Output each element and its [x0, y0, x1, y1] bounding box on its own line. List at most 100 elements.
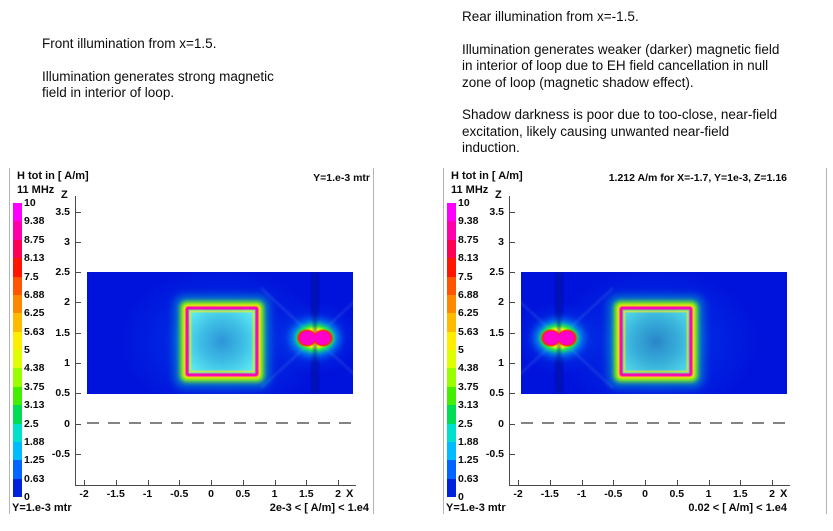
plot-range-note: 0.02 < [ A/m] < 1.e4	[688, 502, 787, 514]
note-front-illumination: Front illumination from x=1.5. Illuminat…	[42, 36, 342, 118]
colorbar-tick-label: 1.88	[24, 435, 45, 448]
colorbar-tick-label: 5.63	[458, 325, 479, 338]
z-tick-label: 3	[64, 236, 70, 248]
x-axis-tick	[306, 480, 308, 485]
x-axis-line	[75, 485, 356, 486]
x-axis-tick	[549, 480, 551, 485]
plot-slice-note: Y=1.e-3 mtr	[446, 502, 506, 514]
plot-annotation: 1.212 A/m for X=-1.7, Y=1e-3, Z=1.16	[608, 172, 787, 184]
colorbar-segment	[13, 221, 22, 240]
x-axis-tick	[518, 480, 519, 485]
colorbar-segment	[13, 203, 22, 222]
plot-annotation: Y=1.e-3 mtr	[313, 172, 370, 184]
colorbar-tick-label: 9.38	[24, 215, 45, 228]
x-tick-label: 0.5	[669, 488, 685, 500]
colorbar-tick-label: 0	[458, 491, 464, 503]
colorbar-tick-label: 0	[24, 491, 30, 503]
colorbar	[447, 203, 456, 497]
z-axis-line	[509, 196, 510, 485]
x-tick-label: -0.5	[604, 488, 623, 500]
colorbar-segment	[447, 203, 456, 222]
colorbar-tick-label: 6.88	[24, 288, 45, 301]
colorbar-segment	[447, 276, 456, 295]
x-tick-label: 1.5	[732, 488, 748, 500]
panel-border-left	[9, 168, 10, 514]
colorbar	[13, 203, 22, 497]
colorbar-tick-label: 8.75	[458, 233, 479, 246]
x-tick-label: 0	[642, 488, 648, 500]
colorbar-segment	[13, 258, 22, 277]
x-axis-tick	[613, 480, 615, 485]
z-tick-label: 0.5	[55, 387, 70, 399]
field-heatmap-svg	[521, 272, 787, 394]
z-axis-label: Z	[61, 189, 68, 201]
z-axis-tick	[76, 272, 81, 273]
z-axis-tick	[76, 333, 81, 334]
colorbar-tick-label: 7.5	[458, 270, 473, 283]
colorbar-segment	[447, 423, 456, 442]
x-axis-label: X	[346, 488, 354, 500]
x-axis-tick	[676, 480, 678, 485]
x-axis-tick	[645, 480, 646, 485]
x-tick-label: -2	[79, 488, 89, 500]
note-paragraph: Front illumination from x=1.5.	[42, 36, 217, 51]
x-tick-label: -1	[576, 488, 587, 500]
ground-dashed-line	[87, 422, 353, 424]
colorbar-tick-label: 5	[24, 344, 30, 356]
plot-rear-illumination: H tot in [ A/m] 11 MHz 1.212 A/m for X=-1.…	[443, 168, 827, 515]
note-rear-illumination: Rear illumination from x=-1.5. Illuminat…	[462, 9, 824, 173]
z-tick-label: 3	[498, 236, 504, 248]
colorbar-segment	[447, 368, 456, 387]
colorbar-segment	[447, 258, 456, 277]
z-tick-label: 0	[64, 418, 70, 430]
plot-slice-note: Y=1.e-3 mtr	[12, 502, 72, 514]
x-axis-tick	[581, 480, 583, 485]
z-axis-tick	[76, 302, 81, 303]
colorbar-segment	[13, 386, 22, 406]
z-tick-label: -0.5	[51, 448, 70, 460]
colorbar-segment	[13, 423, 22, 442]
colorbar-tick-label: 3.13	[24, 399, 45, 412]
colorbar-segment	[447, 441, 456, 461]
x-tick-label: 0	[208, 488, 214, 500]
colorbar-segment	[447, 313, 456, 332]
x-axis-tick	[242, 480, 244, 485]
z-axis-tick	[76, 363, 81, 364]
z-axis-line	[75, 196, 76, 485]
x-axis-label: X	[780, 488, 788, 500]
z-tick-label: 2.5	[489, 266, 504, 278]
plot-frequency: 11 MHz	[451, 184, 489, 196]
colorbar-segment	[447, 478, 456, 497]
colorbar-tick-label: 10	[24, 197, 36, 209]
field-heatmap	[87, 272, 353, 394]
field-heatmap-svg	[87, 272, 353, 394]
note-paragraph: Shadow darkness is poor due to too-close…	[462, 107, 778, 155]
note-paragraph: Illumination generates weaker (darker) m…	[462, 41, 780, 90]
z-tick-label: 1	[498, 357, 504, 369]
z-axis-tick	[76, 212, 81, 213]
x-tick-label: 2	[769, 488, 775, 500]
colorbar-tick-label: 8.13	[24, 252, 45, 265]
colorbar-segment	[13, 294, 22, 314]
colorbar-segment	[447, 405, 456, 424]
x-axis-tick	[708, 480, 710, 485]
x-axis-tick	[772, 480, 773, 485]
colorbar-tick-label: 0.63	[24, 472, 45, 485]
colorbar-tick-label: 3.75	[24, 380, 45, 393]
colorbar-tick-label: 6.25	[24, 307, 45, 320]
colorbar-tick-label: 2.5	[458, 417, 473, 430]
colorbar-segment	[447, 386, 456, 406]
z-tick-label: 3.5	[55, 206, 70, 218]
panel-border-left	[443, 168, 444, 514]
z-axis-tick	[76, 454, 81, 455]
z-tick-label: 1.5	[489, 327, 504, 339]
x-tick-label: -1.5	[106, 488, 125, 500]
x-axis-tick	[115, 480, 117, 485]
colorbar-segment	[13, 405, 22, 424]
x-axis-tick	[274, 480, 276, 485]
x-tick-label: 1	[705, 488, 712, 500]
x-tick-label: -1.5	[540, 488, 559, 500]
plot-front-illumination: H tot in [ A/m] 11 MHz Y=1.e-3 mtr 10 9.38 8.…	[9, 168, 374, 515]
colorbar-tick-label: 6.88	[458, 288, 479, 301]
